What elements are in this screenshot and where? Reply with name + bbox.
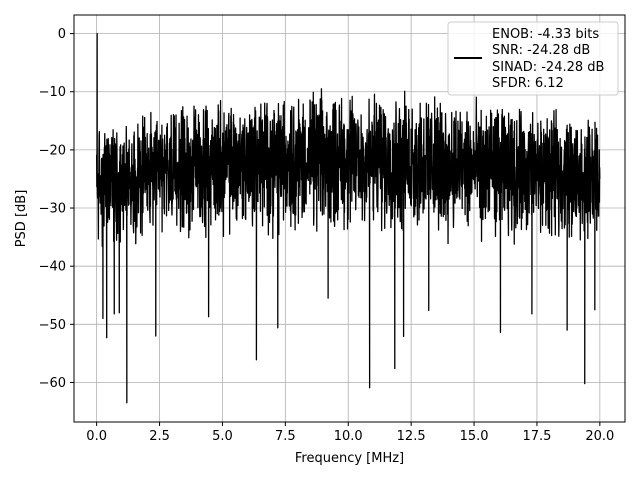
x-axis-label: Frequency [MHz] — [295, 451, 404, 466]
y-tick-label: −30 — [39, 202, 66, 217]
y-tick-label: −20 — [39, 143, 66, 158]
legend-sinad: SINAD: -24.28 dB — [492, 60, 604, 75]
legend-sfdr: SFDR: 6.12 — [492, 76, 564, 91]
x-tick-label: 7.5 — [275, 429, 296, 444]
x-tick-label: 12.5 — [397, 429, 426, 444]
legend-box — [447, 21, 619, 96]
legend-snr: SNR: -24.28 dB — [492, 43, 590, 58]
plot-frame — [73, 14, 626, 423]
x-tick-label: 17.5 — [522, 429, 551, 444]
x-tick-label: 2.5 — [149, 429, 170, 444]
y-tick-label: −10 — [39, 85, 66, 100]
y-tick-label: −60 — [39, 376, 66, 391]
psd-series — [95, 32, 601, 404]
x-tick-label: 0.0 — [86, 429, 107, 444]
y-tick-label: −50 — [39, 318, 66, 333]
x-tick-label: 5.0 — [212, 429, 233, 444]
psd-line — [95, 32, 601, 404]
x-tick-label: 15.0 — [460, 429, 489, 444]
x-axis-ticks: 0.0 2.5 5.0 7.5 10.0 12.5 15.0 17.5 20.0 — [86, 422, 614, 444]
y-axis-ticks: 0 −10 −20 −30 −40 −50 −60 — [39, 27, 74, 391]
y-axis-label: PSD [dB] — [14, 190, 29, 248]
x-tick-label: 20.0 — [585, 429, 614, 444]
x-tick-label: 10.0 — [334, 429, 363, 444]
legend: ENOB: -4.33 bits SNR: -24.28 dB SINAD: -… — [447, 21, 619, 96]
y-tick-label: −40 — [39, 260, 66, 275]
y-tick-label: 0 — [58, 27, 66, 42]
legend-enob: ENOB: -4.33 bits — [492, 27, 599, 42]
